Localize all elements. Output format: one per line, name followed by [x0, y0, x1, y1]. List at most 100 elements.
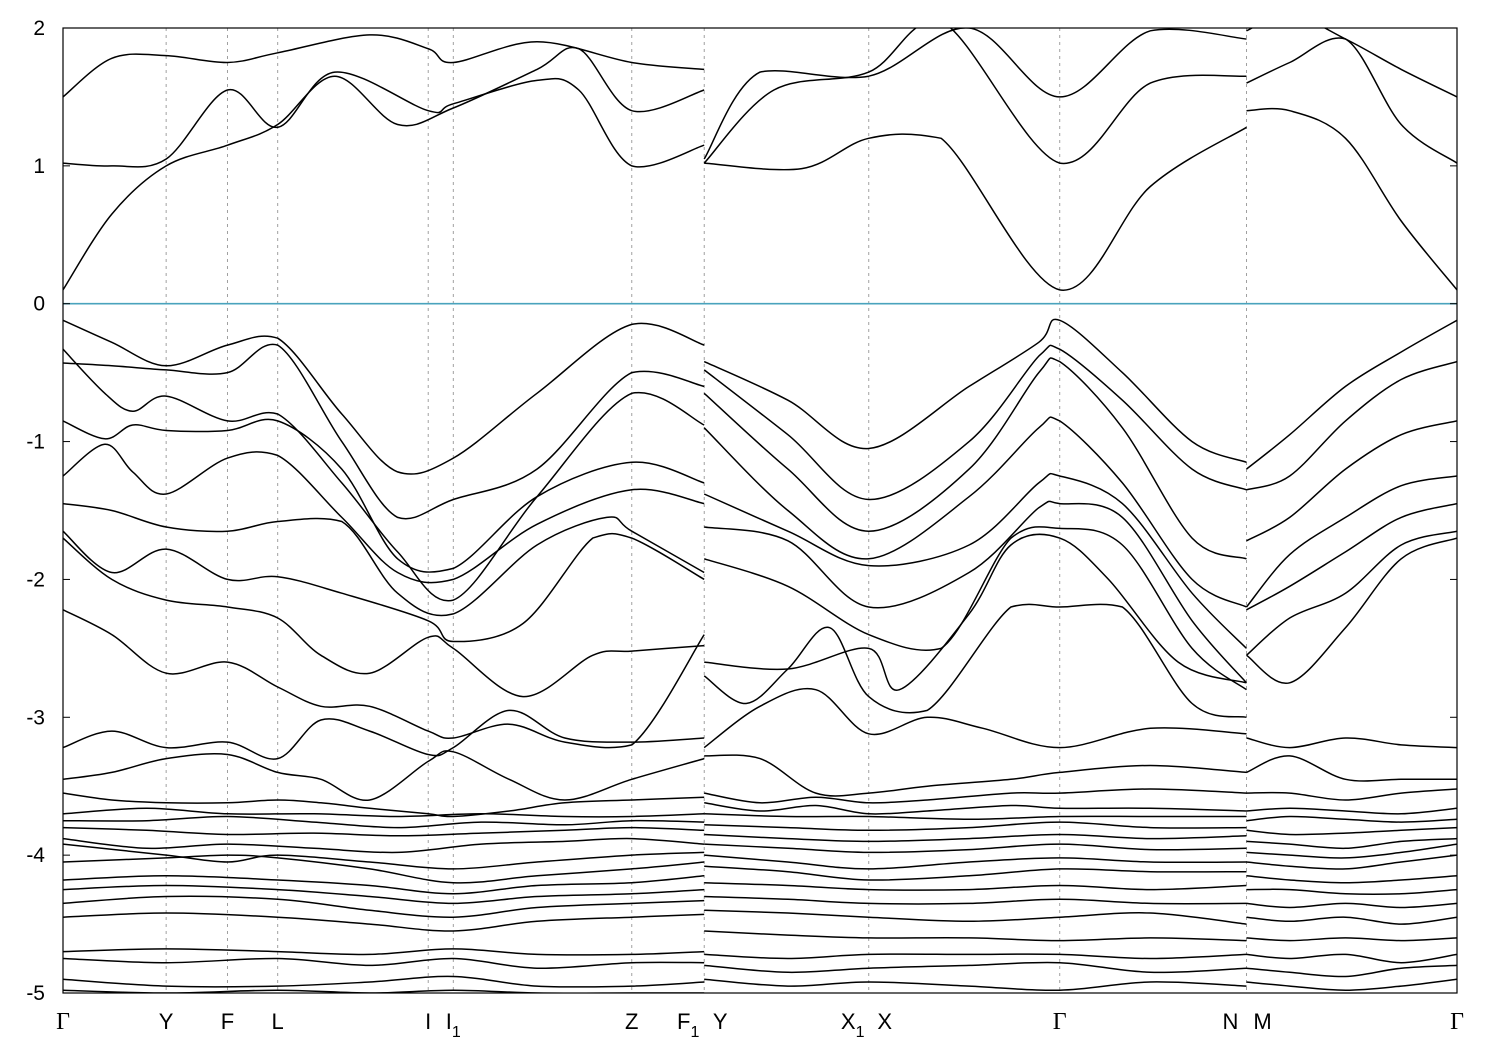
band-segment	[1245, 28, 1457, 991]
y-tick-label: -3	[26, 706, 45, 729]
y-tick-label: 2	[33, 17, 45, 40]
band-line	[63, 826, 705, 837]
kpoint-label-subscript: 1	[691, 1024, 700, 1041]
band-line	[703, 357, 1247, 560]
band-line	[1246, 843, 1457, 859]
y-tick-label: 1	[33, 155, 45, 178]
y-tick-label: 0	[33, 293, 45, 316]
band-line	[1246, 755, 1457, 782]
y-tick-label: -1	[26, 431, 45, 454]
band-line	[1246, 37, 1457, 164]
band-line	[1246, 420, 1457, 542]
band-line	[1246, 837, 1457, 850]
kpoint-label: Γ	[1450, 1009, 1464, 1035]
band-line	[63, 319, 705, 475]
band-line	[1246, 530, 1457, 656]
band-line	[1246, 537, 1457, 684]
band-line	[1246, 807, 1457, 815]
band-line	[63, 343, 705, 520]
y-tick-label: -5	[26, 982, 45, 1005]
band-line	[703, 416, 1247, 608]
band-line	[63, 792, 705, 818]
band-line	[703, 526, 1247, 691]
band-line	[63, 895, 705, 918]
band-line	[1246, 937, 1457, 942]
band-line	[1246, 875, 1457, 884]
band-line	[1245, 475, 1457, 608]
band-line	[63, 709, 705, 760]
band-line	[704, 895, 1247, 905]
plot-frame	[62, 27, 1458, 994]
band-line	[63, 957, 705, 969]
band-line	[63, 750, 705, 801]
band-line	[1246, 319, 1457, 470]
band-line	[1246, 737, 1457, 749]
band-line	[63, 884, 705, 905]
band-line	[1246, 788, 1457, 801]
band-line	[1246, 916, 1457, 925]
y-tick-label: -2	[26, 568, 45, 591]
kpoint-label: Γ	[1053, 1009, 1067, 1035]
band-line	[1246, 854, 1457, 870]
kpoint-label: F	[221, 1009, 234, 1034]
band-line	[704, 821, 1247, 832]
band-line	[703, 28, 1247, 160]
band-line	[704, 854, 1247, 870]
band-line	[704, 533, 1247, 691]
band-line	[704, 802, 1247, 815]
band-line	[704, 930, 1247, 942]
band-lines	[63, 28, 1457, 993]
band-line	[703, 472, 1248, 649]
y-tick-label: -4	[26, 844, 45, 867]
band-line	[1246, 978, 1457, 991]
kpoint-label: Γ	[56, 1009, 70, 1035]
band-line	[1246, 815, 1457, 823]
band-line	[1246, 360, 1457, 491]
band-line	[704, 881, 1247, 891]
kpoint-label: N	[1223, 1009, 1239, 1034]
band-line	[63, 948, 705, 956]
band-line	[704, 813, 1247, 821]
band-segment	[703, 28, 1248, 992]
band-line	[1246, 107, 1457, 291]
kpoint-label: I	[425, 1009, 431, 1034]
band-line	[1246, 953, 1457, 964]
band-line	[703, 344, 1247, 501]
band-line	[704, 126, 1247, 291]
band-line	[1246, 902, 1457, 909]
kpoint-label: L	[272, 1009, 284, 1034]
band-line	[63, 912, 705, 932]
band-line	[63, 537, 705, 698]
kpoint-label: X	[877, 1009, 892, 1034]
kpoint-label-subscript: 1	[856, 1024, 865, 1041]
band-line	[63, 443, 705, 584]
band-line	[63, 348, 705, 602]
band-line	[704, 953, 1247, 960]
band-line	[704, 500, 1248, 684]
band-line	[63, 975, 705, 988]
band-line	[63, 609, 705, 749]
kpoint-label: Z	[625, 1009, 638, 1034]
band-line	[63, 875, 705, 895]
band-line	[63, 502, 705, 617]
kpoint-label-subscript: 1	[452, 1024, 461, 1041]
band-line	[63, 530, 705, 643]
band-line	[63, 807, 705, 818]
band-line	[1246, 826, 1457, 836]
kpoint-label: Y	[713, 1009, 728, 1034]
band-line	[63, 46, 705, 291]
band-line	[1246, 964, 1457, 978]
band-line	[704, 843, 1247, 854]
band-line	[703, 687, 1247, 749]
band-line	[703, 318, 1247, 464]
band-line	[704, 961, 1247, 974]
band-line	[63, 837, 705, 854]
band-line	[1246, 888, 1457, 895]
band-line	[704, 788, 1247, 804]
band-line	[63, 71, 705, 168]
band-line	[703, 28, 1247, 164]
band-line	[63, 815, 705, 829]
kpoint-label: M	[1253, 1009, 1271, 1034]
